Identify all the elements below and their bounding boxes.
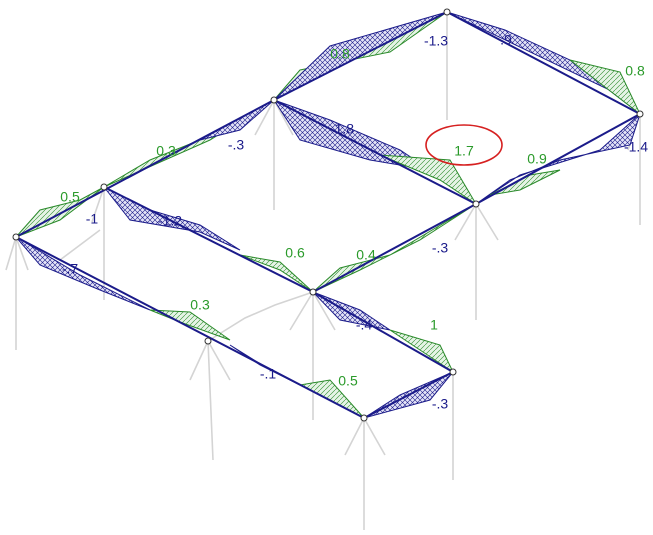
- moment-label: 1: [430, 317, 438, 333]
- moment-label: 0.8: [330, 46, 350, 62]
- moment-label: 0.9: [527, 151, 547, 167]
- moment-label: 0.5: [60, 189, 80, 205]
- moment-label: 0.5: [338, 373, 358, 389]
- moment-label: -.1: [260, 366, 277, 382]
- moment-label: 0.3: [156, 143, 176, 159]
- moment-label: -1: [86, 211, 99, 227]
- frame-diagram: 0.8 0.8 1.7 0.9 0.3 0.5 0.6 0.4 0.3 1 0.5 -1.3 .9 -1.…: [0, 0, 653, 535]
- moment-label: -.3: [432, 240, 449, 256]
- moment-label: .9: [500, 32, 512, 48]
- moment-label: -1.8: [330, 121, 354, 137]
- moment-label: 0.6: [285, 245, 305, 261]
- moment-label: -1.4: [624, 139, 648, 155]
- moment-label: -.3: [228, 137, 245, 153]
- columns: [6, 12, 640, 530]
- moment-label: -1.3: [424, 33, 448, 49]
- moment-label: -.7: [62, 261, 79, 277]
- beams: [16, 12, 640, 418]
- moment-label: 0.8: [625, 63, 645, 79]
- moment-label: 0.3: [190, 297, 210, 313]
- moment-label: 0.4: [356, 247, 376, 263]
- moment-label: -1.2: [158, 213, 182, 229]
- moment-label: -.4: [356, 317, 373, 333]
- moment-label: 1.7: [454, 143, 474, 159]
- moment-label: -.3: [432, 396, 449, 412]
